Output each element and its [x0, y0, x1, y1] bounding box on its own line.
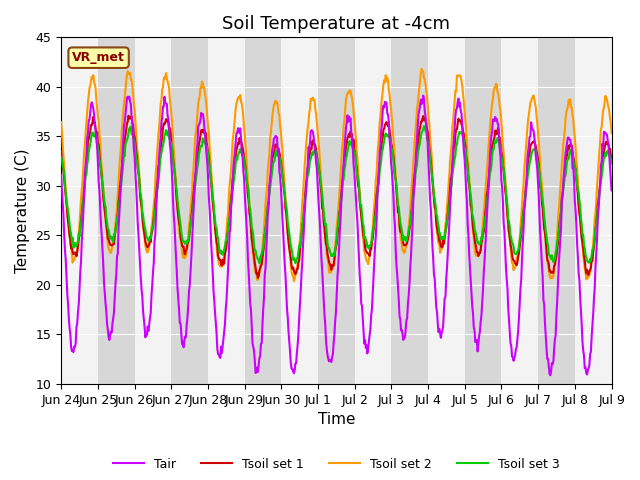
Bar — [612, 37, 640, 384]
Tsoil set 1 — [67, 246, 75, 252]
Tsoil set 2 — [209, 188, 216, 193]
Tsoil set 1 — [405, 232, 413, 238]
Tair — [180, 345, 188, 350]
Tsoil set 2 — [180, 255, 188, 261]
Bar — [134, 37, 172, 384]
Line: Tsoil set 2: Tsoil set 2 — [61, 69, 612, 281]
Tsoil set 2 — [418, 66, 426, 72]
Legend: Tair, Tsoil set 1, Tsoil set 2, Tsoil set 3: Tair, Tsoil set 1, Tsoil set 2, Tsoil se… — [108, 453, 565, 476]
Tair — [209, 270, 216, 276]
Bar — [502, 37, 538, 384]
Tair — [608, 188, 616, 193]
Tsoil set 2 — [608, 130, 616, 136]
Tair — [419, 93, 427, 98]
Bar — [282, 37, 318, 384]
Tsoil set 1 — [421, 115, 429, 120]
Tsoil set 3 — [404, 232, 412, 238]
Y-axis label: Temperature (C): Temperature (C) — [15, 148, 30, 273]
Tsoil set 3 — [209, 196, 216, 202]
Tsoil set 3 — [180, 238, 188, 244]
Tsoil set 2 — [58, 120, 65, 125]
Tair — [67, 344, 75, 350]
Bar — [98, 37, 134, 384]
Tsoil set 3 — [420, 123, 428, 129]
Tsoil set 2 — [67, 243, 75, 249]
Tsoil set 3 — [124, 134, 132, 140]
Tsoil set 3 — [421, 125, 429, 131]
Bar — [355, 37, 392, 384]
Tair — [420, 96, 428, 102]
Tair — [547, 372, 554, 378]
Bar — [318, 37, 355, 384]
Tsoil set 3 — [255, 260, 263, 266]
Text: VR_met: VR_met — [72, 51, 125, 64]
Bar — [465, 37, 502, 384]
Line: Tsoil set 1: Tsoil set 1 — [61, 116, 612, 278]
Line: Tsoil set 3: Tsoil set 3 — [61, 126, 612, 263]
Tsoil set 2 — [290, 278, 298, 284]
Tsoil set 3 — [58, 154, 65, 160]
X-axis label: Time: Time — [317, 412, 355, 427]
Bar — [172, 37, 208, 384]
Tsoil set 1 — [124, 119, 132, 124]
Tsoil set 2 — [124, 68, 132, 74]
Title: Soil Temperature at -4cm: Soil Temperature at -4cm — [222, 15, 451, 33]
Tsoil set 1 — [125, 113, 132, 119]
Bar — [428, 37, 465, 384]
Tsoil set 3 — [608, 161, 616, 167]
Tair — [403, 315, 411, 321]
Bar — [392, 37, 428, 384]
Bar — [244, 37, 282, 384]
Bar — [61, 37, 98, 384]
Tair — [58, 172, 65, 178]
Tsoil set 1 — [210, 207, 218, 213]
Tsoil set 2 — [421, 76, 429, 82]
Tsoil set 1 — [180, 251, 188, 257]
Tsoil set 2 — [404, 232, 412, 238]
Tsoil set 1 — [608, 158, 616, 164]
Bar — [538, 37, 575, 384]
Tsoil set 1 — [58, 148, 65, 154]
Line: Tair: Tair — [61, 96, 612, 375]
Tsoil set 1 — [254, 275, 262, 281]
Bar — [575, 37, 612, 384]
Bar — [208, 37, 244, 384]
Tair — [124, 94, 132, 100]
Tsoil set 3 — [67, 231, 75, 237]
